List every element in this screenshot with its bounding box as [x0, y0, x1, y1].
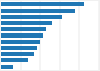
Bar	[1, 52, 34, 56]
Bar	[1, 21, 52, 25]
Bar	[1, 58, 28, 62]
Bar	[1, 34, 43, 37]
Bar	[1, 27, 46, 31]
Bar	[1, 9, 74, 13]
Bar	[1, 15, 62, 19]
Bar	[1, 65, 13, 69]
Bar	[1, 2, 84, 6]
Bar	[1, 46, 37, 50]
Bar	[1, 40, 40, 44]
